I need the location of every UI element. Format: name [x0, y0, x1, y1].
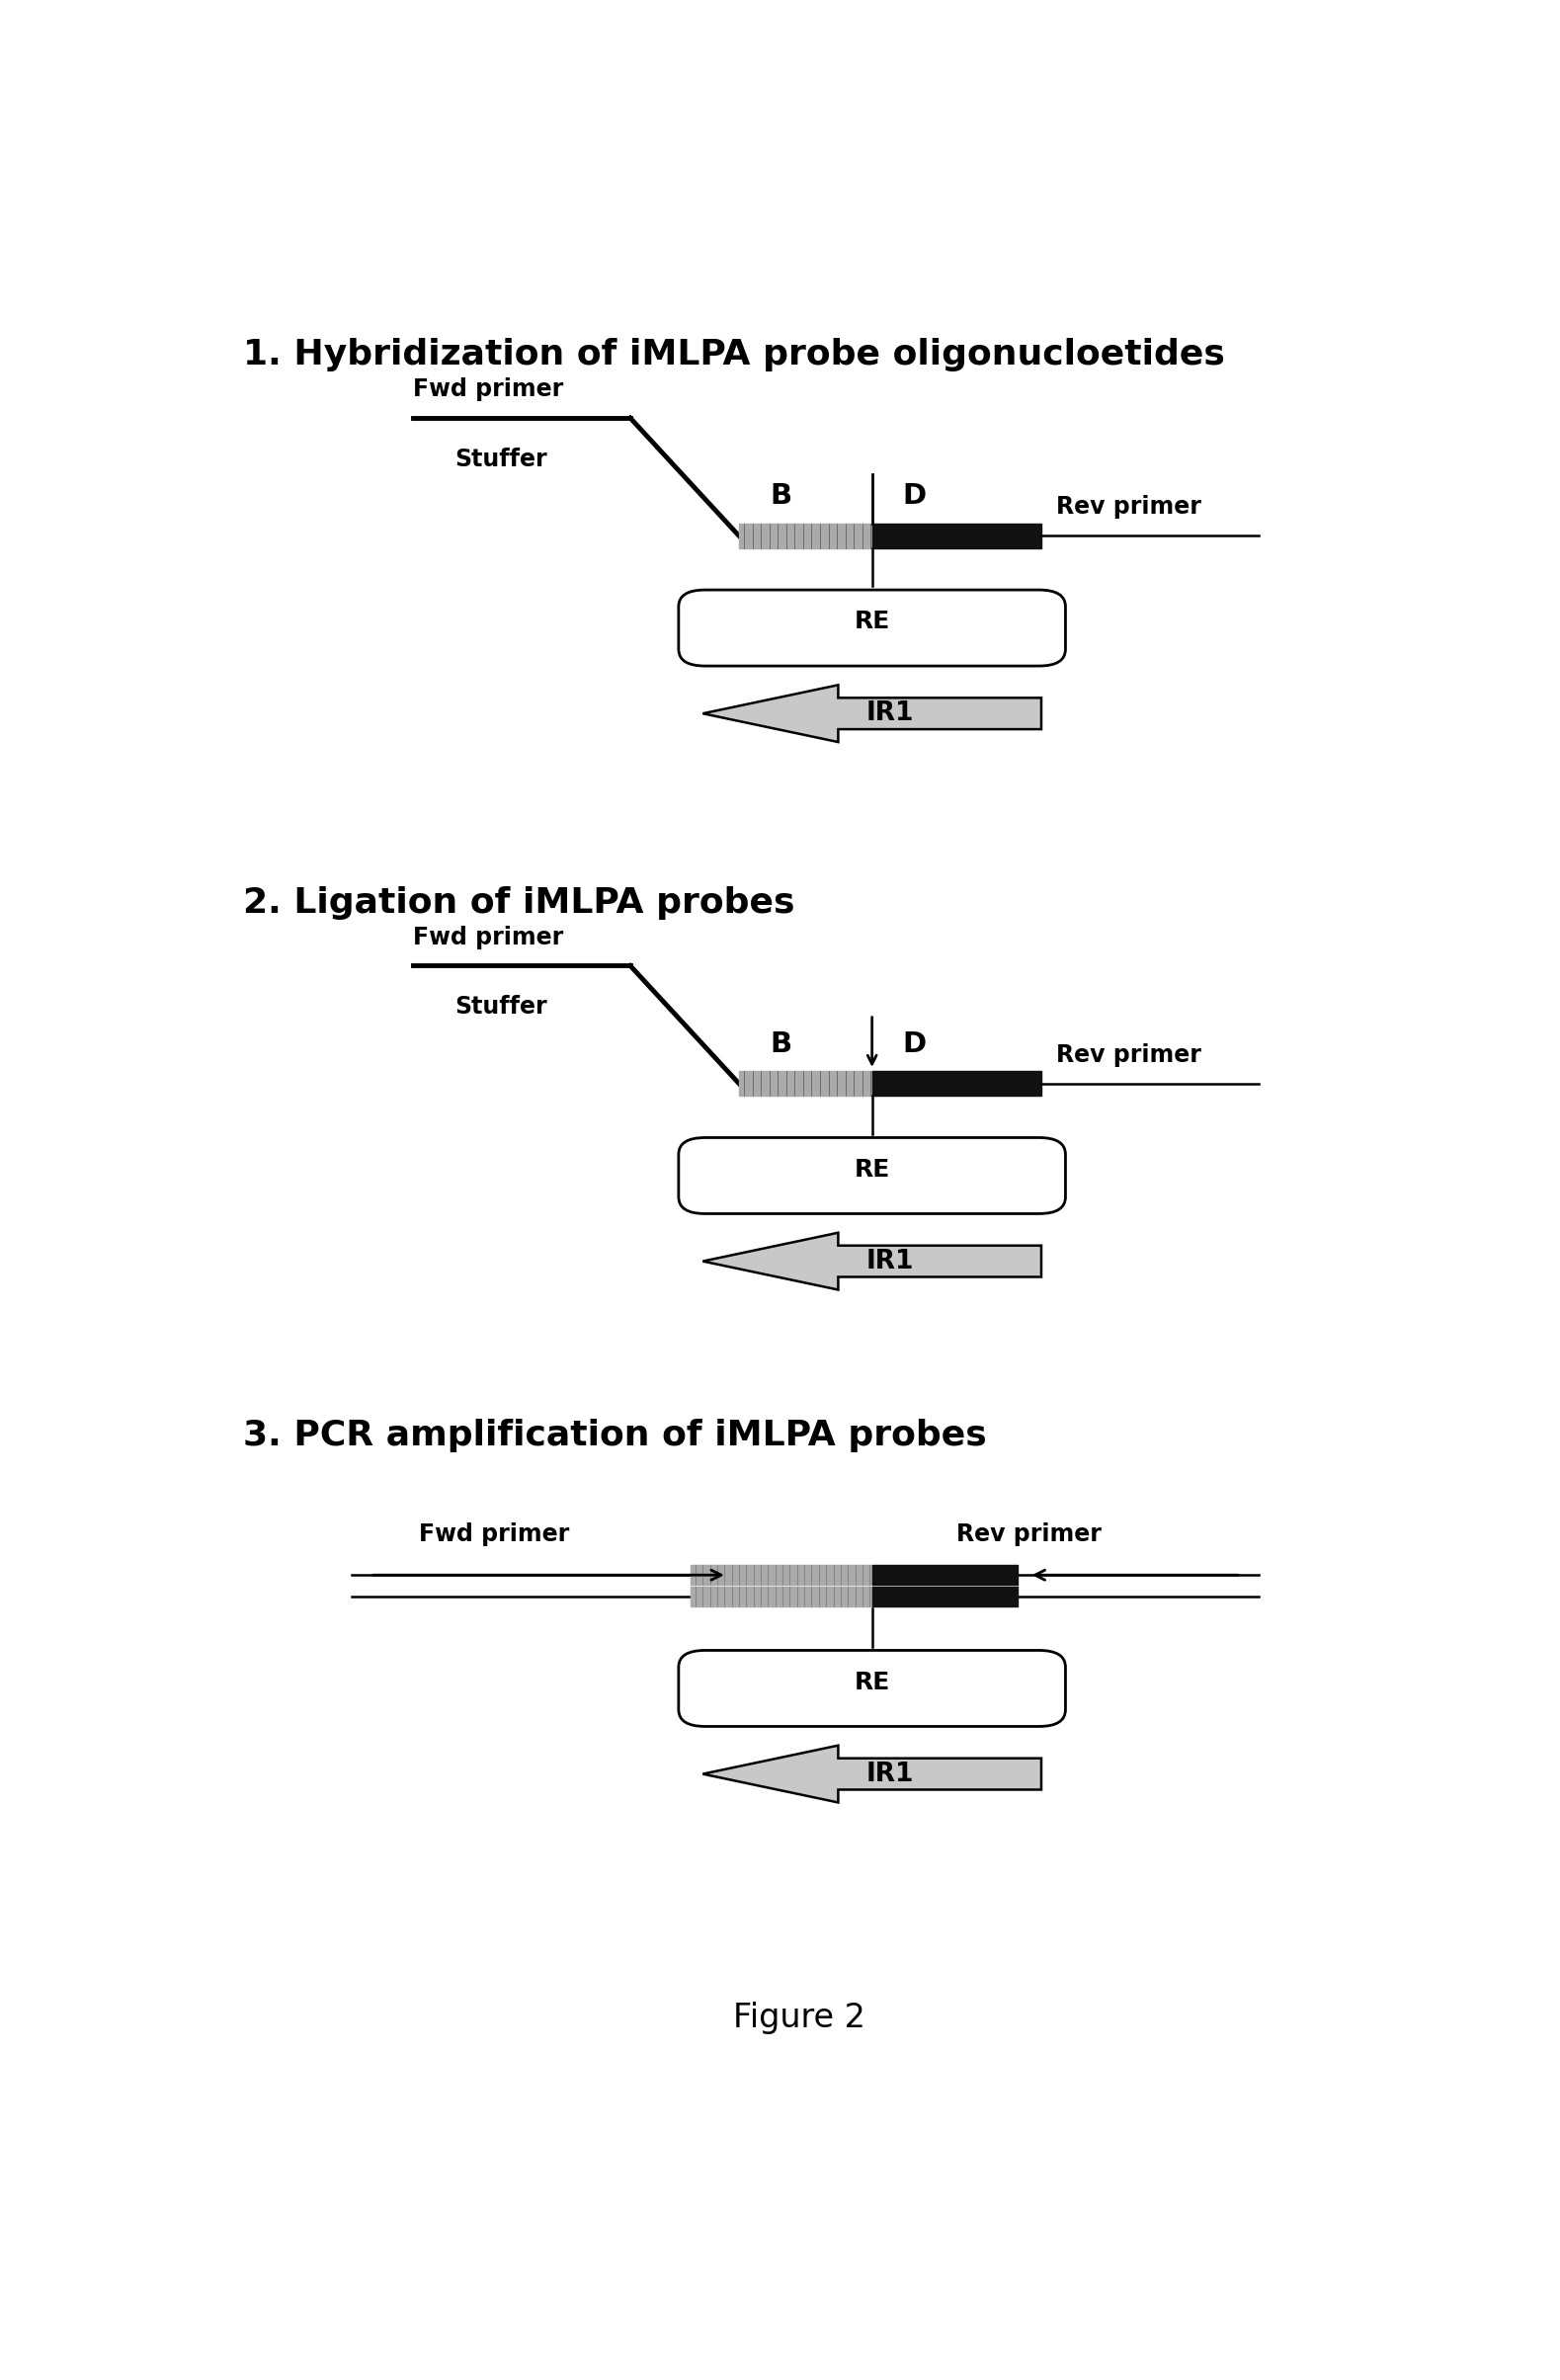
- FancyBboxPatch shape: [679, 1649, 1065, 1726]
- FancyBboxPatch shape: [679, 590, 1065, 666]
- Text: Stuffer: Stuffer: [456, 447, 548, 471]
- Text: RE: RE: [855, 1671, 889, 1695]
- Text: Rev primer: Rev primer: [956, 1523, 1101, 1547]
- Text: B: B: [771, 1031, 792, 1057]
- Polygon shape: [702, 685, 1042, 743]
- Text: Stuffer: Stuffer: [456, 995, 548, 1019]
- Text: RE: RE: [855, 609, 889, 633]
- Polygon shape: [702, 1233, 1042, 1290]
- Text: Fwd primer: Fwd primer: [412, 926, 563, 950]
- Text: Rev primer: Rev primer: [1056, 495, 1201, 519]
- Text: IR1: IR1: [866, 700, 914, 726]
- Text: Figure 2: Figure 2: [733, 2002, 866, 2035]
- FancyBboxPatch shape: [679, 1138, 1065, 1214]
- Text: Fwd primer: Fwd primer: [412, 378, 563, 402]
- Text: D: D: [902, 483, 927, 509]
- Text: D: D: [902, 1031, 927, 1057]
- Text: IR1: IR1: [866, 1761, 914, 1787]
- Text: 3. PCR amplification of iMLPA probes: 3. PCR amplification of iMLPA probes: [243, 1418, 987, 1452]
- Text: 1. Hybridization of iMLPA probe oligonucloetides: 1. Hybridization of iMLPA probe oligonuc…: [243, 338, 1225, 371]
- Polygon shape: [702, 1745, 1042, 1802]
- Text: RE: RE: [855, 1157, 889, 1180]
- Text: 2. Ligation of iMLPA probes: 2. Ligation of iMLPA probes: [243, 885, 796, 919]
- Text: Rev primer: Rev primer: [1056, 1042, 1201, 1066]
- Text: IR1: IR1: [866, 1250, 914, 1273]
- Text: B: B: [771, 483, 792, 509]
- Text: Fwd primer: Fwd primer: [418, 1523, 569, 1547]
